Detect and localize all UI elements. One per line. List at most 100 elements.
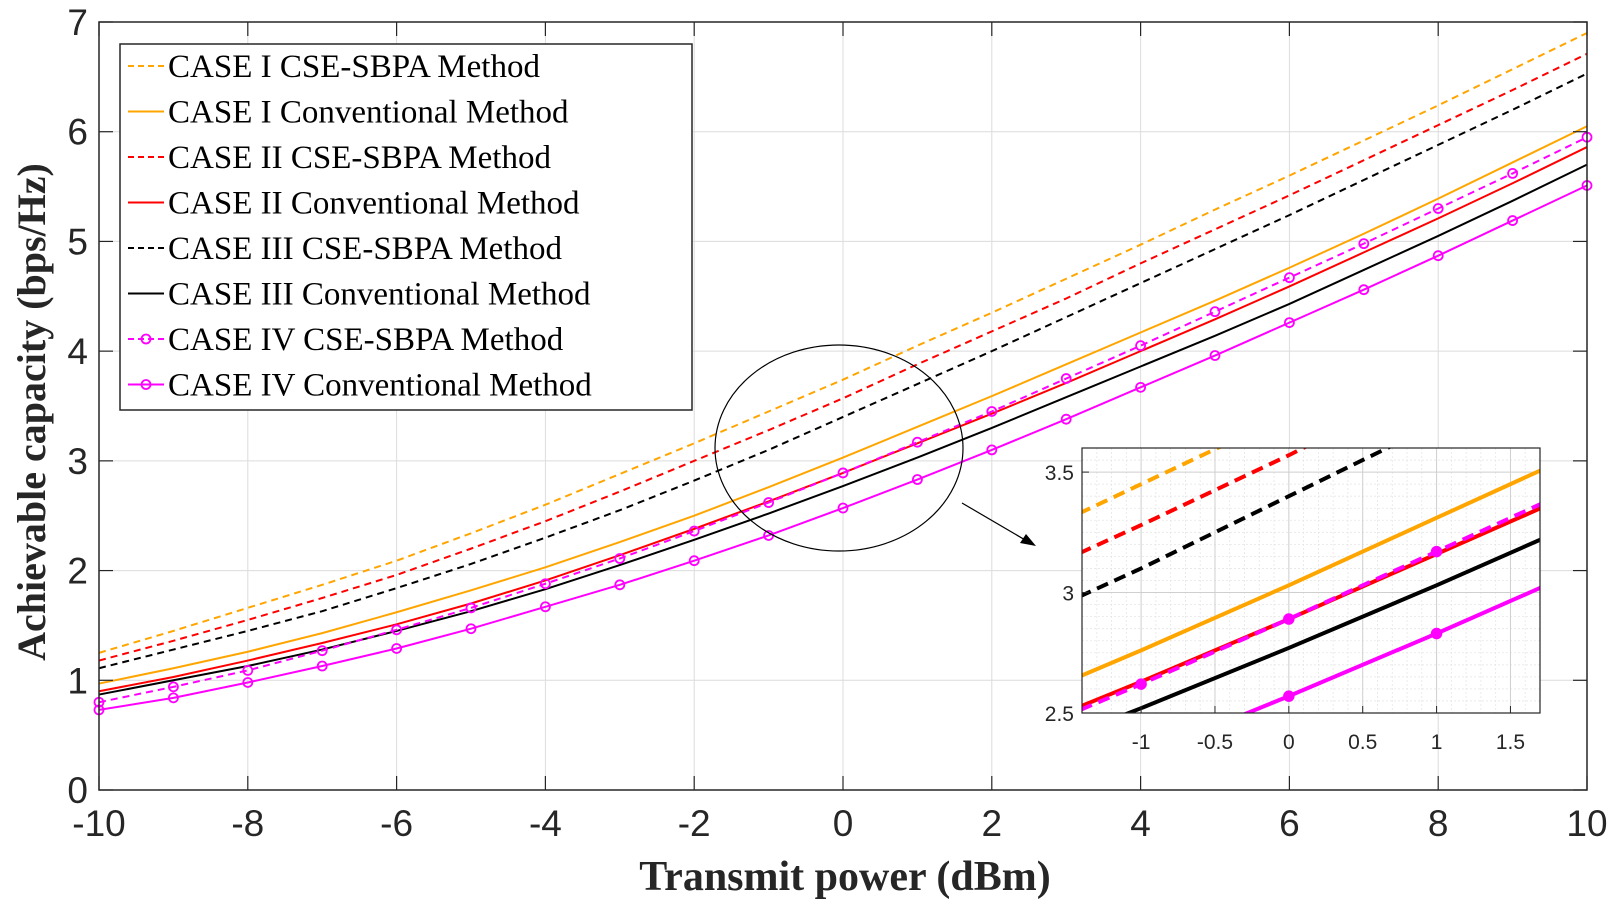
series-line-case-iv-conventional-method bbox=[98, 184, 1588, 711]
series-line-case-ii-cse-sbpa-method bbox=[98, 52, 1588, 662]
legend-marker bbox=[140, 379, 152, 390]
inset-line-case-iii-conventional-method bbox=[1123, 537, 1540, 713]
data-point bbox=[1135, 381, 1146, 393]
data-point bbox=[242, 665, 254, 676]
inset-data-point bbox=[1283, 690, 1295, 702]
inset-line-case-iii-cse-sbpa-method bbox=[1082, 448, 1392, 598]
data-point bbox=[540, 578, 551, 590]
x-tick-label: 10 bbox=[1566, 803, 1607, 844]
x-tick-label: 4 bbox=[1130, 803, 1151, 844]
x-tick-label: -2 bbox=[678, 803, 711, 844]
y-tick-label: 1 bbox=[67, 660, 88, 701]
legend-marker bbox=[140, 333, 152, 345]
data-point bbox=[391, 624, 403, 636]
data-point bbox=[465, 602, 477, 614]
y-tick-label: 4 bbox=[67, 331, 88, 372]
legend-label: CASE III CSE-SBPA Method bbox=[168, 231, 562, 267]
inset-series bbox=[1082, 448, 1540, 713]
data-point bbox=[837, 467, 849, 479]
main-series bbox=[93, 32, 1593, 716]
y-tick-label: 7 bbox=[67, 2, 88, 43]
data-point bbox=[391, 643, 403, 654]
legend-label: CASE II Conventional Method bbox=[168, 186, 580, 222]
data-point bbox=[763, 497, 774, 508]
series-line-case-i-conventional-method bbox=[98, 125, 1588, 685]
x-axis-label: Transmit power (dBm) bbox=[639, 854, 1050, 900]
series-line-case-i-cse-sbpa-method bbox=[98, 32, 1588, 654]
y-axis-label: Achievable capacity (bps/Hz) bbox=[9, 163, 54, 661]
x-tick-label: 6 bbox=[1279, 803, 1300, 844]
x-tick-label: -8 bbox=[231, 803, 264, 844]
legend-label: CASE III Conventional Method bbox=[168, 277, 591, 313]
data-point bbox=[1432, 203, 1444, 214]
inset-data-point bbox=[1430, 545, 1443, 558]
inset-x-tick-label: 0 bbox=[1283, 731, 1295, 754]
x-tick-label: -6 bbox=[380, 803, 413, 844]
data-point bbox=[316, 660, 328, 672]
legend-label: CASE I CSE-SBPA Method bbox=[168, 49, 540, 85]
data-point bbox=[1060, 413, 1072, 425]
y-tick-label: 2 bbox=[67, 551, 88, 592]
data-point bbox=[1135, 340, 1146, 352]
legend-item-case-ii-conventional-method: CASE II Conventional Method bbox=[128, 186, 580, 222]
data-point bbox=[316, 645, 328, 657]
inset-data-point bbox=[1430, 627, 1443, 640]
data-point bbox=[986, 444, 998, 456]
data-point bbox=[912, 474, 923, 485]
data-point bbox=[688, 525, 700, 537]
x-tick-label: 0 bbox=[833, 803, 854, 844]
data-point bbox=[167, 692, 179, 704]
data-point bbox=[242, 677, 254, 688]
data-point bbox=[1358, 238, 1370, 250]
data-point bbox=[1507, 168, 1518, 179]
data-point bbox=[614, 579, 626, 591]
inset-x-tick-label: 1.5 bbox=[1496, 731, 1525, 754]
data-point bbox=[614, 553, 626, 564]
legend-item-case-iv-conventional-method: CASE IV Conventional Method bbox=[128, 368, 592, 404]
data-point bbox=[912, 436, 923, 448]
data-point bbox=[540, 601, 551, 613]
y-tick-label: 6 bbox=[67, 112, 88, 153]
legend-label: CASE II CSE-SBPA Method bbox=[168, 140, 551, 176]
inset-line-case-iv-cse-sbpa-method bbox=[1082, 502, 1540, 712]
inset-y-tick-label: 2.5 bbox=[1045, 703, 1074, 726]
legend-item-case-i-conventional-method: CASE I Conventional Method bbox=[128, 95, 569, 131]
series-line-case-iv-cse-sbpa-method bbox=[98, 136, 1588, 704]
inset-x-tick-label: 1 bbox=[1431, 731, 1443, 754]
legend-item-case-iii-cse-sbpa-method: CASE III CSE-SBPA Method bbox=[128, 231, 562, 267]
x-axis-ticks: -10 -8 -6 -4 -2 0 2 4 6 8 10 bbox=[72, 22, 1608, 844]
zoom-arrow bbox=[961, 502, 1033, 545]
inset-x-tick-label: -0.5 bbox=[1197, 731, 1233, 754]
data-point bbox=[837, 502, 849, 514]
inset-y-ticks: 2.5 3 3.5 bbox=[1045, 462, 1089, 726]
legend-item-case-iii-conventional-method: CASE III Conventional Method bbox=[128, 277, 591, 313]
data-point bbox=[1284, 272, 1295, 284]
inset-data-point bbox=[1135, 678, 1147, 690]
inset-data-point bbox=[1283, 613, 1295, 625]
x-tick-label: -4 bbox=[529, 803, 562, 844]
legend-label: CASE IV CSE-SBPA Method bbox=[168, 322, 564, 358]
y-axis-ticks: 0 1 2 3 4 5 6 7 bbox=[67, 2, 1587, 811]
data-point bbox=[1209, 350, 1221, 361]
x-tick-label: 8 bbox=[1428, 803, 1449, 844]
legend-item-case-ii-cse-sbpa-method: CASE II CSE-SBPA Method bbox=[128, 140, 551, 176]
series-line-case-ii-conventional-method bbox=[98, 146, 1588, 693]
inset-y-tick-label: 3.5 bbox=[1045, 462, 1074, 485]
data-point bbox=[688, 555, 700, 567]
legend-item-case-iv-cse-sbpa-method: CASE IV CSE-SBPA Method bbox=[128, 322, 564, 358]
data-point bbox=[1432, 250, 1444, 262]
data-point bbox=[1358, 284, 1370, 296]
x-tick-label: 2 bbox=[982, 803, 1003, 844]
y-tick-label: 3 bbox=[67, 441, 88, 482]
data-point bbox=[167, 681, 179, 693]
inset-line-case-i-conventional-method bbox=[1082, 468, 1540, 678]
legend-box bbox=[119, 43, 693, 411]
legend-label: CASE IV Conventional Method bbox=[168, 368, 592, 404]
inset-y-tick-label: 3 bbox=[1062, 583, 1074, 606]
y-tick-label: 5 bbox=[67, 221, 88, 262]
data-point bbox=[1060, 373, 1072, 384]
inset-x-tick-label: 0.5 bbox=[1348, 731, 1377, 754]
data-point bbox=[986, 406, 998, 417]
zoom-ellipse bbox=[714, 344, 964, 552]
